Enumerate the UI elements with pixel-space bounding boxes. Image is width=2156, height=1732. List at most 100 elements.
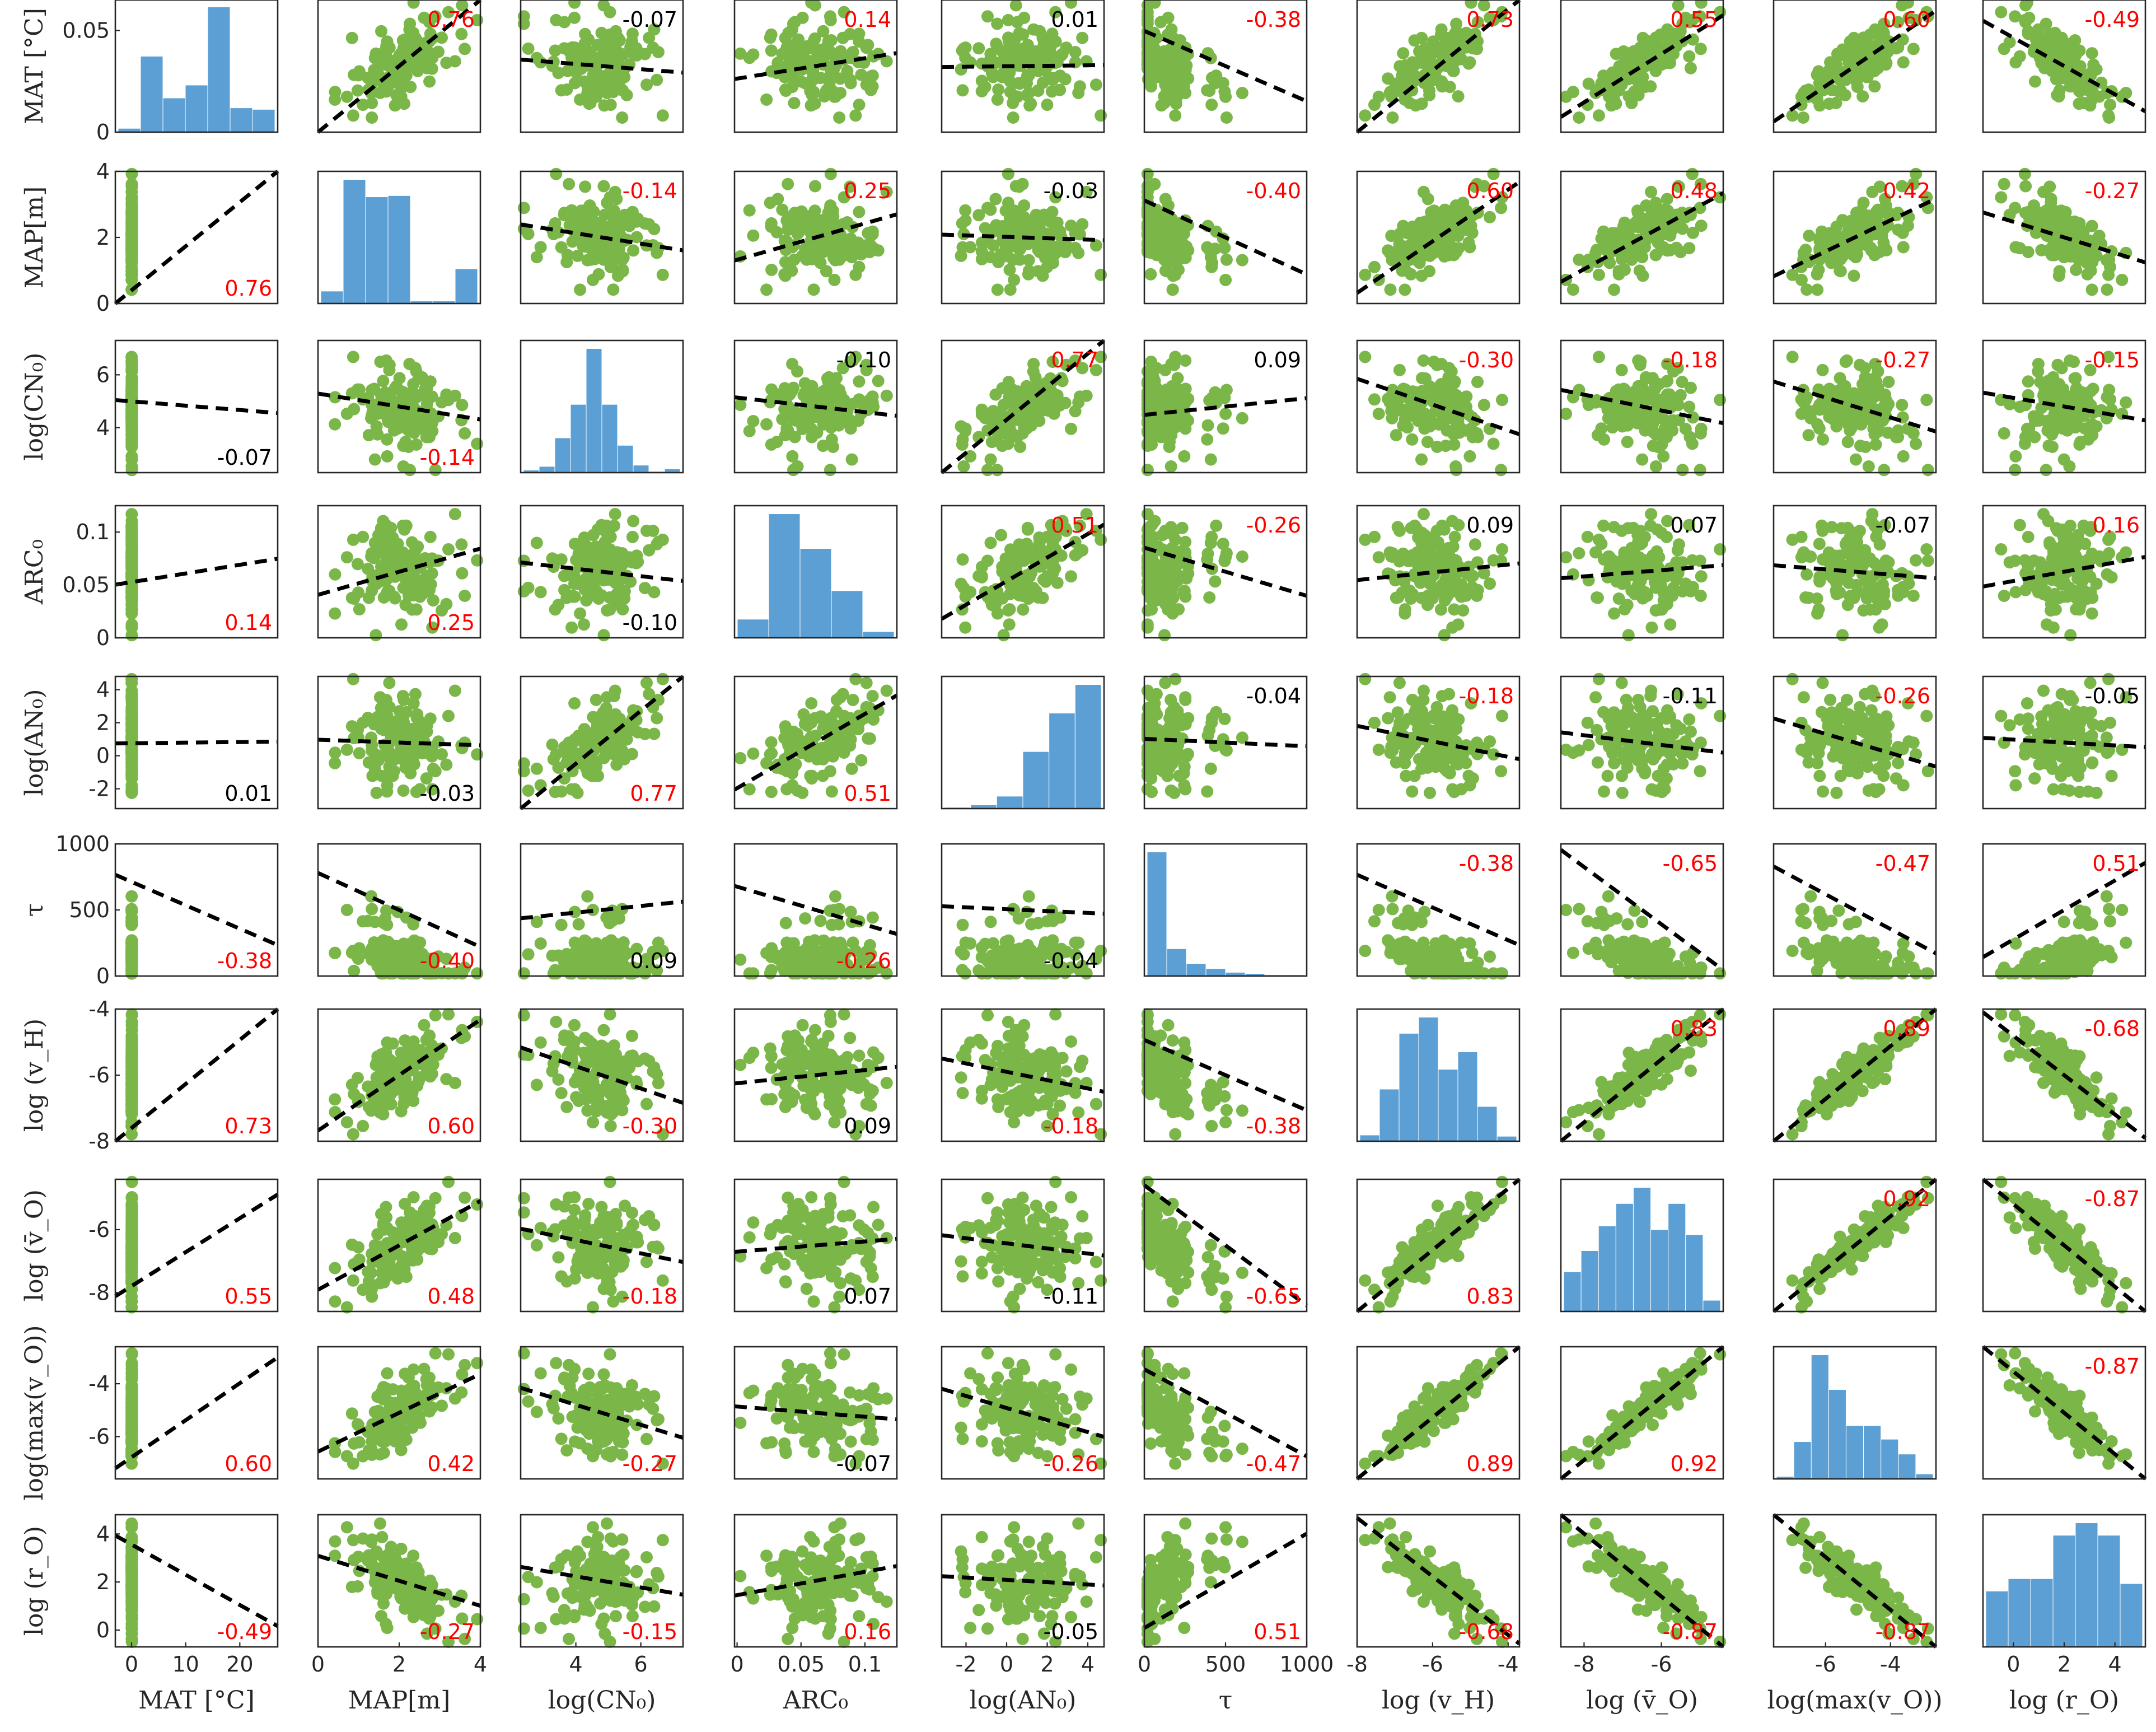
scatter-point xyxy=(2009,202,2021,214)
scatter-point xyxy=(125,362,138,374)
scatter-point xyxy=(786,81,798,93)
scatter-point xyxy=(782,427,794,440)
scatter-point xyxy=(1695,43,1707,55)
scatter-point xyxy=(1165,24,1177,36)
scatter-point xyxy=(849,269,862,281)
scatter-point xyxy=(1003,618,1016,631)
scatter-point xyxy=(2009,450,2022,463)
scatter-point xyxy=(442,543,455,555)
hist-bar xyxy=(618,445,633,473)
scatter-point xyxy=(372,529,385,541)
scatter-point xyxy=(421,62,433,74)
scatter-point xyxy=(760,94,773,106)
scatter-point xyxy=(1202,548,1214,560)
correlation-label: 0.48 xyxy=(1670,179,1718,203)
panel-1-9: -0.27 xyxy=(1983,168,2145,304)
scatter-point xyxy=(1397,47,1409,59)
hist-bar xyxy=(633,465,649,473)
scatter-point xyxy=(1359,269,1371,281)
panel-2-0: -0.0746log(CN₀) xyxy=(20,340,278,476)
scatter-point xyxy=(1205,531,1218,543)
scatter-point xyxy=(867,226,879,238)
scatter-point xyxy=(381,433,393,446)
scatter-point xyxy=(385,522,397,534)
scatter-point xyxy=(125,222,138,235)
scatter-point xyxy=(798,413,811,426)
scatter-point xyxy=(376,85,388,97)
scatter-point xyxy=(440,57,452,69)
scatter-point xyxy=(1661,389,1673,401)
correlation-label: -0.27 xyxy=(2085,179,2140,203)
scatter-point xyxy=(1452,90,1465,102)
scatter-point xyxy=(1597,520,1610,532)
scatter-point xyxy=(657,269,669,281)
scatter-point xyxy=(1593,351,1605,363)
scatter-point xyxy=(1065,570,1077,582)
scatter-point xyxy=(1650,398,1663,410)
scatter-point xyxy=(1017,427,1029,440)
scatter-point xyxy=(844,414,856,426)
scatter-point xyxy=(604,71,616,83)
scatter-point xyxy=(765,44,778,57)
scatter-point xyxy=(976,409,988,421)
scatter-point xyxy=(580,204,592,216)
scatter-point xyxy=(1610,227,1622,240)
scatter-point xyxy=(1850,454,1862,466)
scatter-point xyxy=(881,390,893,402)
scatter-point xyxy=(1632,354,1644,367)
scatter-point xyxy=(400,520,413,532)
scatter-point xyxy=(833,111,845,124)
scatter-point xyxy=(1462,236,1475,249)
scatter-point xyxy=(1621,47,1634,59)
scatter-point xyxy=(1602,245,1614,258)
scatter-point xyxy=(1803,230,1815,242)
scatter-point xyxy=(639,582,651,594)
panel-3-3 xyxy=(735,506,897,638)
scatter-point xyxy=(421,585,433,597)
scatter-point xyxy=(1392,591,1404,604)
scatter-point xyxy=(1650,604,1662,617)
scatter-point xyxy=(1142,396,1154,408)
scatter-point xyxy=(1013,538,1025,550)
scatter-point xyxy=(1995,6,2007,18)
scatter-point xyxy=(1856,378,1869,390)
panel-1-8: 0.42 xyxy=(1774,168,1936,304)
scatter-point xyxy=(1602,550,1615,563)
scatter-point xyxy=(1209,575,1221,587)
scatter-point xyxy=(1995,191,2007,203)
scatter-point xyxy=(1848,270,1860,282)
scatter-point xyxy=(1695,427,1707,440)
scatter-point xyxy=(1169,109,1181,122)
scatter-point xyxy=(1072,396,1084,409)
scatter-point xyxy=(1695,590,1707,602)
scatter-point xyxy=(1393,60,1406,72)
scatter-point xyxy=(1175,54,1187,66)
panel-2-9: -0.15 xyxy=(1983,340,2145,476)
scatter-point xyxy=(1560,551,1572,563)
scatter-point xyxy=(1422,389,1434,401)
scatter-point xyxy=(1144,180,1156,193)
scatter-point xyxy=(587,69,600,81)
scatter-point xyxy=(1161,85,1173,97)
scatter-point xyxy=(1844,35,1856,48)
scatter-point xyxy=(1392,521,1404,533)
panel-3-7: 0.07 xyxy=(1560,506,1726,641)
hist-bar xyxy=(252,109,275,132)
scatter-point xyxy=(647,525,659,537)
scatter-point xyxy=(1446,375,1458,387)
scatter-point xyxy=(1851,248,1863,260)
scatter-point xyxy=(1421,436,1434,448)
scatter-point xyxy=(1435,378,1447,390)
scatter-point xyxy=(623,551,635,563)
panel-0-1: 0.76 xyxy=(318,0,483,132)
scatter-point xyxy=(2063,460,2075,473)
scatter-point xyxy=(1650,234,1663,246)
scatter-point xyxy=(1423,265,1435,277)
scatter-point xyxy=(1648,427,1661,439)
hist-bar xyxy=(185,85,208,132)
scatter-point xyxy=(404,81,417,93)
scatter-point xyxy=(734,399,746,411)
scatter-point xyxy=(1422,57,1434,69)
scatter-point xyxy=(1907,43,1920,55)
scatter-point xyxy=(789,38,802,50)
